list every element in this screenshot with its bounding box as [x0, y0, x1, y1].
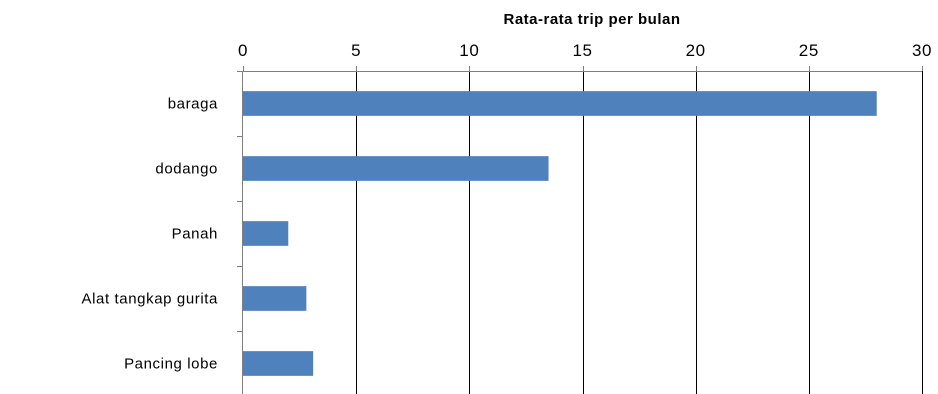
bar-dodango	[243, 156, 549, 181]
x-tick-label: 30	[912, 41, 932, 60]
x-tick-label: 20	[686, 41, 706, 60]
x-tick-label: 25	[799, 41, 819, 60]
bar-alat-tangkap-gurita	[243, 286, 307, 311]
gridlines	[356, 71, 923, 394]
category-label: Panah	[172, 226, 218, 243]
bar-pancing-lobe	[243, 351, 314, 376]
category-label: baraga	[168, 96, 218, 113]
x-tick-labels: 0 5 10 15 20 25 30	[238, 41, 932, 60]
x-tick-label: 5	[351, 41, 361, 60]
category-label: Alat tangkap gurita	[82, 291, 219, 308]
bars	[243, 91, 877, 376]
chart-title: Rata-rata trip per bulan	[503, 11, 680, 28]
x-tick-label: 0	[238, 41, 248, 60]
bar-baraga	[243, 91, 877, 116]
category-label: dodango	[155, 161, 218, 178]
x-tick-label: 15	[572, 41, 592, 60]
axes	[237, 66, 923, 394]
x-tick-label: 10	[459, 41, 479, 60]
category-labels: baraga dodango Panah Alat tangkap gurita Pan…	[82, 96, 219, 373]
category-label: Pancing lobe	[124, 356, 218, 373]
bar-panah	[243, 221, 289, 246]
